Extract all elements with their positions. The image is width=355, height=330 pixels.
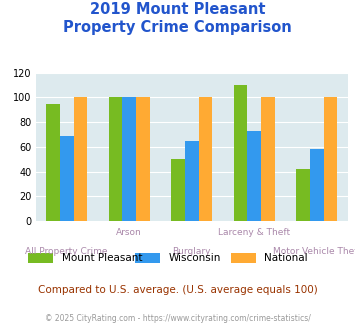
Text: Property Crime Comparison: Property Crime Comparison xyxy=(63,20,292,35)
Bar xyxy=(310,149,323,221)
Bar xyxy=(261,97,275,221)
Text: All Property Crime: All Property Crime xyxy=(26,248,108,256)
Bar xyxy=(185,141,198,221)
Bar xyxy=(109,97,122,221)
Text: National: National xyxy=(264,253,308,263)
Bar xyxy=(198,97,212,221)
Text: Mount Pleasant: Mount Pleasant xyxy=(62,253,143,263)
Bar xyxy=(296,169,310,221)
Bar xyxy=(46,104,60,221)
Text: Wisconsin: Wisconsin xyxy=(169,253,221,263)
Bar xyxy=(171,159,185,221)
Text: Compared to U.S. average. (U.S. average equals 100): Compared to U.S. average. (U.S. average … xyxy=(38,285,317,295)
Bar xyxy=(234,85,247,221)
Text: 2019 Mount Pleasant: 2019 Mount Pleasant xyxy=(90,2,265,16)
Text: Burglary: Burglary xyxy=(173,248,211,256)
Text: Larceny & Theft: Larceny & Theft xyxy=(218,228,290,237)
Text: Arson: Arson xyxy=(116,228,142,237)
Bar xyxy=(60,136,73,221)
Text: © 2025 CityRating.com - https://www.cityrating.com/crime-statistics/: © 2025 CityRating.com - https://www.city… xyxy=(45,314,310,323)
Bar xyxy=(323,97,337,221)
Bar xyxy=(122,97,136,221)
Bar xyxy=(136,97,150,221)
Bar xyxy=(247,131,261,221)
Bar xyxy=(73,97,87,221)
Text: Motor Vehicle Theft: Motor Vehicle Theft xyxy=(273,248,355,256)
